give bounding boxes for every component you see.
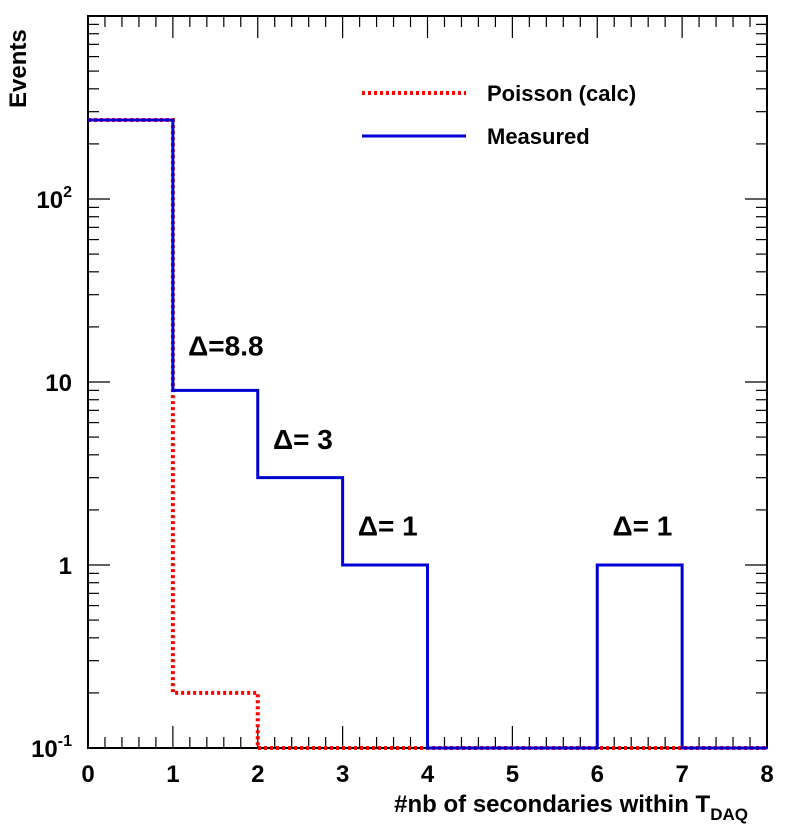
legend-label-measured: Measured [487,124,590,149]
series-line-measured [88,118,767,750]
x-tick-label: 8 [760,761,773,788]
series-layer [88,118,767,750]
x-tick-label: 1 [166,761,179,788]
x-axis-title-main: #nb of secondaries within T [394,791,710,818]
delta-annotation: Δ=8.8 [188,330,263,361]
y-tick-label-base: 10 [45,370,72,397]
y-tick-label-exponent: -1 [58,733,72,750]
x-tick-label: 6 [591,761,604,788]
y-tick-label: 1 [59,553,72,580]
x-tick-label: 7 [675,761,688,788]
x-tick-label: 2 [251,761,264,788]
y-tick-label-base: 10 [36,187,63,214]
y-tick-label-base: 10 [31,736,58,763]
x-tick-label: 0 [81,761,94,788]
y-tick-label: 102 [36,184,72,214]
x-axis-title: #nb of secondaries within TDAQ [394,791,748,824]
delta-annotation: Δ= 3 [273,424,333,455]
y-tick-label-exponent: 2 [63,184,72,201]
series-line-poisson-calc [88,118,767,750]
y-axis-title: Events [5,29,32,108]
legend-label-poisson: Poisson (calc) [487,81,636,106]
x-axis-title-subscript: DAQ [710,805,748,824]
x-tick-label: 3 [336,761,349,788]
x-tick-labels: 0 1 2 3 4 5 6 7 8 [81,761,773,788]
axis-ticks [87,16,768,749]
delta-annotation: Δ= 1 [613,510,673,541]
annotations: Δ=8.8 Δ= 3 Δ= 1 Δ= 1 [188,330,672,541]
y-tick-label: 10-1 [31,733,72,763]
y-tick-label-base: 1 [59,553,72,580]
delta-annotation: Δ= 1 [358,510,418,541]
y-tick-label: 10 [45,370,72,397]
x-tick-label: 5 [506,761,519,788]
legend: Poisson (calc) Measured [362,81,636,149]
x-tick-label: 4 [421,761,435,788]
